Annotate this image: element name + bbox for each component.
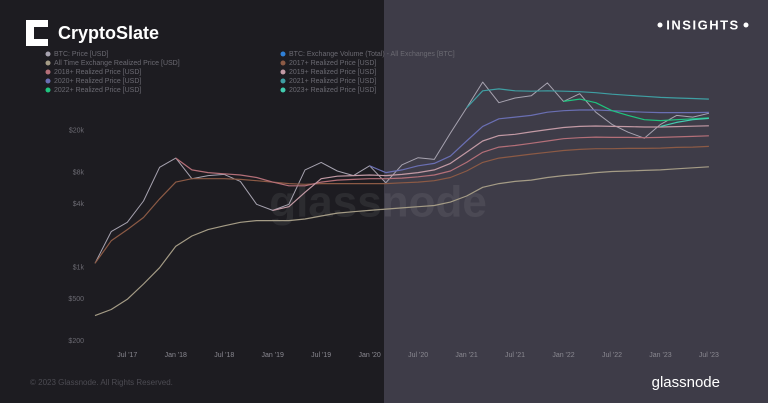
x-tick-label: Jan '21 — [455, 352, 477, 359]
x-tick-label: Jan '20 — [358, 352, 380, 359]
y-tick-label: $20k — [69, 128, 85, 135]
brand-logo — [26, 20, 48, 46]
x-tick-label: Jul '17 — [117, 352, 137, 359]
badge: INSIGHTS — [666, 17, 739, 32]
legend-swatch — [280, 60, 286, 66]
badge-dot — [743, 22, 749, 28]
legend-label: 2022+ Realized Price [USD] — [54, 87, 141, 94]
x-tick-label: Jul '18 — [214, 352, 234, 359]
series-line — [94, 81, 710, 264]
left-panel — [0, 0, 384, 403]
series-line — [94, 145, 709, 264]
legend-label: BTC: Exchange Volume (Total) - All Excha… — [289, 51, 455, 58]
x-tick-label: Jul '19 — [311, 352, 331, 359]
legend-label: 2017+ Realized Price [USD] — [289, 60, 376, 67]
legend-swatch — [45, 51, 51, 57]
x-tick-label: Jul '23 — [699, 352, 719, 359]
series-line — [272, 125, 709, 211]
legend-label: 2018+ Realized Price [USD] — [54, 69, 141, 76]
legend-swatch — [45, 60, 51, 66]
legend-label: BTC: Price [USD] — [54, 51, 109, 58]
y-tick-label: $4k — [73, 201, 85, 208]
x-tick-label: Jan '22 — [552, 352, 574, 359]
y-tick-label: $8k — [73, 169, 85, 176]
legend-label: All Time Exchange Realized Price [USD] — [54, 60, 180, 67]
legend-label: 2020+ Realized Price [USD] — [54, 78, 141, 85]
series-line — [175, 135, 709, 187]
series-line — [563, 98, 709, 122]
legend-label: 2023+ Realized Price [USD] — [289, 87, 376, 94]
series-line — [466, 88, 709, 109]
series-line — [660, 117, 709, 127]
legend-label: 2019+ Realized Price [USD] — [289, 69, 376, 76]
right-panel — [384, 0, 768, 403]
legend-swatch — [280, 51, 286, 57]
badge-dot — [657, 22, 663, 28]
x-tick-label: Jul '21 — [505, 352, 525, 359]
y-tick-label: $1k — [73, 265, 85, 272]
source-logo: glassnode — [652, 374, 720, 391]
legend-label: 2021+ Realized Price [USD] — [289, 78, 376, 85]
legend-swatch — [280, 69, 286, 75]
legend-swatch — [280, 87, 286, 93]
brand-name: CryptoSlate — [58, 23, 159, 43]
legend-swatch — [280, 78, 286, 84]
legend-swatch — [45, 69, 51, 75]
legend-swatch — [45, 78, 51, 84]
series-line — [94, 166, 709, 317]
y-tick-label: $500 — [68, 296, 84, 303]
series-line — [369, 109, 709, 174]
y-tick-label: $200 — [68, 338, 84, 345]
x-tick-label: Jan '19 — [262, 352, 284, 359]
footer: © 2023 Glassnode. All Rights Reserved. — [30, 378, 173, 387]
x-tick-label: Jan '18 — [165, 352, 187, 359]
x-tick-label: Jul '22 — [602, 352, 622, 359]
legend-swatch — [45, 87, 51, 93]
x-tick-label: Jan '23 — [649, 352, 671, 359]
x-tick-label: Jul '20 — [408, 352, 428, 359]
